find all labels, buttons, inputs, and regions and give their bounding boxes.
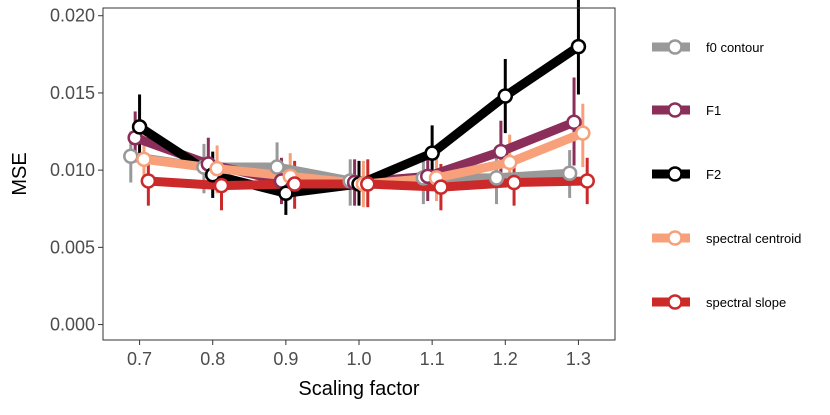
y-tick-label: 0.010 [50, 160, 95, 180]
y-tick-label: 0.005 [50, 237, 95, 257]
data-point [488, 170, 505, 186]
legend-item-f2: F2 [652, 166, 721, 182]
data-point [497, 88, 514, 104]
x-tick-label: 0.7 [127, 349, 152, 369]
legend-swatch-marker [667, 230, 683, 246]
data-point [286, 176, 303, 192]
data-point [360, 176, 376, 192]
legend-item-f0-contour: f0 contour [652, 39, 764, 55]
x-tick-label: 1.1 [420, 349, 445, 369]
x-axis-title: Scaling factor [298, 378, 420, 400]
data-point [579, 173, 595, 189]
plot-layer [123, 0, 595, 215]
x-tick-label: 1.2 [493, 349, 518, 369]
data-point [506, 174, 522, 191]
data-point [136, 151, 152, 168]
legend-label: spectral slope [706, 295, 786, 310]
x-tick-label: 0.9 [273, 349, 298, 369]
y-tick-label: 0.015 [50, 83, 95, 103]
data-point [131, 119, 148, 135]
legend-label: spectral centroid [706, 231, 801, 246]
data-point [493, 143, 509, 160]
axis-layer: 0.000 0.005 0.010 0.015 0.020 0.7 0.8 0.9 1.0 1.1… [50, 6, 591, 369]
legend-swatch-marker [667, 166, 683, 182]
data-point [501, 154, 518, 171]
y-tick-label: 0.020 [50, 6, 95, 26]
data-point [566, 114, 582, 131]
y-axis-title: MSE [9, 152, 31, 195]
legend-label: F2 [706, 167, 721, 182]
data-point [433, 179, 449, 195]
legend-item-f1: F1 [652, 102, 721, 118]
x-tick-label: 0.8 [200, 349, 225, 369]
x-tick-label: 1.3 [566, 349, 591, 369]
legend-item-spectral-centroid: spectral centroid [652, 230, 801, 246]
data-point [278, 185, 294, 202]
data-point [570, 38, 587, 55]
legend-swatch-marker [667, 294, 683, 310]
legend-item-spectral-slope: spectral slope [652, 294, 786, 310]
series-points-spectral-slope [140, 173, 595, 195]
data-point [209, 160, 225, 177]
x-tick-label: 1.0 [346, 349, 371, 369]
legend-label: f0 contour [706, 40, 764, 55]
legend: f0 contour F1 F2 spectral centroid spectral … [652, 39, 801, 310]
legend-swatch-marker [667, 102, 683, 118]
data-point [561, 165, 578, 181]
legend-swatch-marker [667, 39, 683, 55]
data-point [424, 145, 440, 161]
legend-label: F1 [706, 103, 721, 118]
data-point [123, 148, 139, 164]
data-point [140, 173, 157, 189]
y-tick-label: 0.000 [50, 315, 95, 335]
data-point [575, 125, 591, 141]
data-point [269, 159, 285, 175]
series-points-spectral-centroid [136, 125, 591, 192]
data-point [213, 177, 230, 194]
